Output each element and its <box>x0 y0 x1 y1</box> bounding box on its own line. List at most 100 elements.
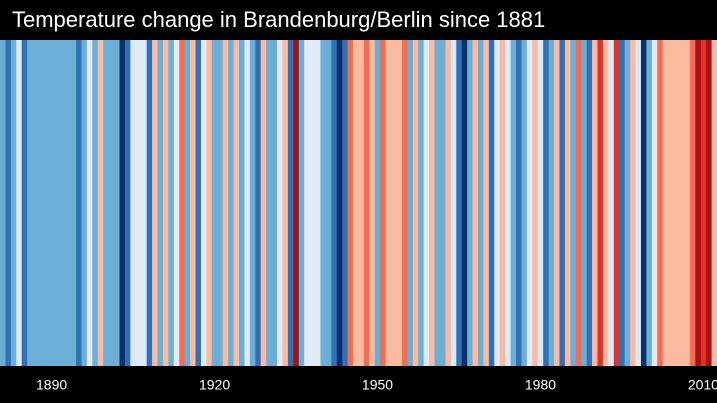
stripe-1914 <box>179 40 186 366</box>
stripe-1912 <box>168 40 175 366</box>
stripe-1973 <box>499 40 506 366</box>
stripe-1996 <box>624 40 631 366</box>
stripe-1949 <box>369 40 376 366</box>
stripe-1906 <box>135 40 142 366</box>
stripe-1975 <box>510 40 517 366</box>
stripe-1997 <box>630 40 637 366</box>
stripe-1955 <box>401 40 408 366</box>
stripe-1974 <box>505 40 512 366</box>
stripe-1957 <box>412 40 419 366</box>
stripe-1897 <box>86 40 93 366</box>
stripe-1929 <box>260 40 267 366</box>
stripe-1970 <box>483 40 490 366</box>
stripe-1965 <box>456 40 463 366</box>
stripe-1881 <box>0 40 7 366</box>
stripe-1899 <box>97 40 104 366</box>
stripe-1892 <box>59 40 66 366</box>
x-tick-label-1980: 1980 <box>525 377 556 393</box>
stripe-1958 <box>418 40 425 366</box>
x-tick-label-1890: 1890 <box>36 377 67 393</box>
stripe-1953 <box>391 40 398 366</box>
stripe-1905 <box>130 40 137 366</box>
stripe-1998 <box>635 40 642 366</box>
stripe-1882 <box>5 40 12 366</box>
stripe-1948 <box>363 40 370 366</box>
stripe-1928 <box>255 40 262 366</box>
stripe-1924 <box>233 40 240 366</box>
stripe-1930 <box>266 40 273 366</box>
stripe-1902 <box>114 40 121 366</box>
stripe-1937 <box>304 40 311 366</box>
stripe-1969 <box>478 40 485 366</box>
stripe-1979 <box>532 40 539 366</box>
stripe-1960 <box>429 40 436 366</box>
stripe-1920 <box>211 40 218 366</box>
stripe-2007 <box>684 40 691 366</box>
stripe-1968 <box>472 40 479 366</box>
stripe-1987 <box>575 40 582 366</box>
stripe-2003 <box>662 40 669 366</box>
stripe-1887 <box>32 40 39 366</box>
x-tick-label-1920: 1920 <box>199 377 230 393</box>
stripe-1911 <box>162 40 169 366</box>
stripe-1986 <box>570 40 577 366</box>
stripe-1967 <box>467 40 474 366</box>
stripe-1890 <box>48 40 55 366</box>
stripe-1891 <box>54 40 61 366</box>
stripe-2009 <box>695 40 702 366</box>
chart-title: Temperature change in Brandenburg/Berlin… <box>12 7 546 32</box>
stripe-1935 <box>293 40 300 366</box>
stripe-1922 <box>222 40 229 366</box>
stripe-1951 <box>380 40 387 366</box>
stripe-1944 <box>342 40 349 366</box>
stripe-1977 <box>521 40 528 366</box>
stripe-1940 <box>320 40 327 366</box>
stripe-1904 <box>124 40 131 366</box>
stripe-1910 <box>157 40 164 366</box>
stripe-1999 <box>640 40 647 366</box>
stripe-1985 <box>564 40 571 366</box>
stripe-1917 <box>195 40 202 366</box>
stripe-1995 <box>619 40 626 366</box>
stripe-1959 <box>423 40 430 366</box>
stripe-1921 <box>217 40 224 366</box>
stripe-1901 <box>108 40 115 366</box>
stripe-2010 <box>700 40 707 366</box>
stripe-1984 <box>559 40 566 366</box>
stripe-1954 <box>396 40 403 366</box>
stripe-2005 <box>673 40 680 366</box>
stripe-1981 <box>543 40 550 366</box>
stripe-1927 <box>249 40 256 366</box>
stripe-1886 <box>27 40 34 366</box>
stripes-group <box>0 40 717 366</box>
stripe-1939 <box>315 40 322 366</box>
stripe-2001 <box>651 40 658 366</box>
stripe-1919 <box>206 40 213 366</box>
stripe-1964 <box>450 40 457 366</box>
stripe-1936 <box>298 40 305 366</box>
stripe-1925 <box>239 40 246 366</box>
stripe-1932 <box>277 40 284 366</box>
stripe-1933 <box>282 40 289 366</box>
stripe-1894 <box>70 40 77 366</box>
stripe-1943 <box>336 40 343 366</box>
stripe-1916 <box>190 40 197 366</box>
stripe-1893 <box>65 40 72 366</box>
stripe-1994 <box>613 40 620 366</box>
stripe-1941 <box>325 40 332 366</box>
stripe-2004 <box>668 40 675 366</box>
stripe-1903 <box>119 40 126 366</box>
stripe-1908 <box>146 40 153 366</box>
stripe-1972 <box>494 40 501 366</box>
stripe-1896 <box>81 40 88 366</box>
stripe-1895 <box>76 40 83 366</box>
stripe-2006 <box>678 40 686 366</box>
stripe-1963 <box>445 40 452 366</box>
stripe-1989 <box>586 40 593 366</box>
stripe-1900 <box>103 40 110 366</box>
stripe-1888 <box>38 40 45 366</box>
stripe-1952 <box>385 40 392 366</box>
stripe-1947 <box>358 40 365 366</box>
stripe-1913 <box>173 40 180 366</box>
stripe-1950 <box>374 40 381 366</box>
